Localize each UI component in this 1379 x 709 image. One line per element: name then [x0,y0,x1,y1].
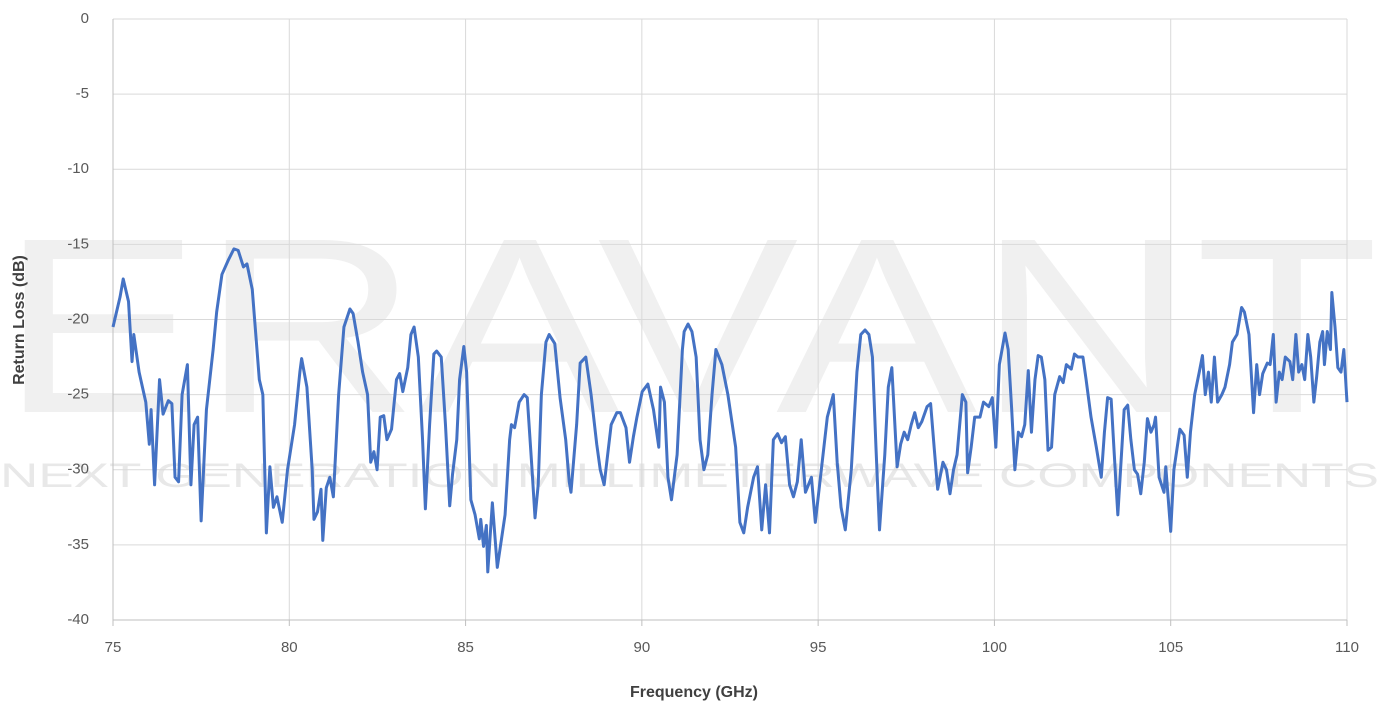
x-tick-label: 75 [105,639,122,656]
x-tick-label: 85 [457,639,474,656]
y-tick-label: -25 [67,386,89,403]
y-tick-label: -15 [67,235,89,252]
y-tick-label: 0 [81,10,89,27]
x-tick-label: 110 [1335,639,1359,656]
y-tick-label: -30 [67,461,89,478]
y-tick-label: -20 [67,310,89,327]
grid [112,18,1348,621]
x-tick-label: 90 [634,639,651,656]
x-tick-label: 105 [1158,639,1183,656]
x-tick-label: 100 [982,639,1007,656]
y-tick-label: -40 [67,611,89,628]
data-line [111,247,1349,574]
y-axis-title: Return Loss (dB) [11,255,28,385]
x-axis-title: Frequency (GHz) [630,684,758,701]
y-tick-label: -5 [76,85,89,102]
y-tick-label: -10 [67,160,89,177]
y-tick-label: -35 [67,536,89,553]
watermark-subtitle: NEXT GENERATION MILLIMETERWAVE COMPONENT… [0,457,1379,495]
x-tick-label: 95 [810,639,827,656]
x-tick-label: 80 [281,639,298,656]
